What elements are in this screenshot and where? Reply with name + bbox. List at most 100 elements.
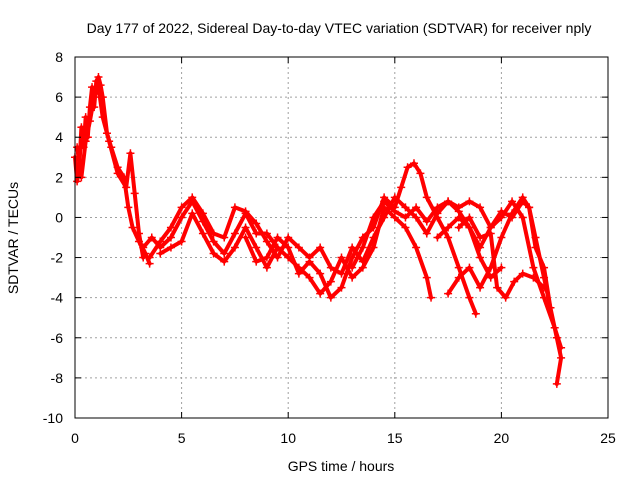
data-point [476, 203, 485, 212]
x-tick-label: 10 [280, 430, 296, 446]
data-point [486, 273, 495, 282]
data-point [348, 273, 357, 282]
data-point [134, 229, 143, 238]
data-point [337, 253, 346, 262]
data-point [147, 233, 156, 242]
data-point [358, 263, 367, 272]
data-point [529, 273, 538, 282]
data-point [337, 283, 346, 292]
data-point [465, 263, 474, 272]
data-point [454, 203, 463, 212]
y-tick-label: -2 [51, 250, 64, 266]
data-point [422, 193, 431, 202]
data-point [397, 183, 406, 192]
x-tick-label: 25 [600, 430, 616, 446]
data-point [497, 263, 506, 272]
data-point [444, 197, 453, 206]
y-tick-label: 8 [55, 49, 63, 65]
data-point [518, 213, 527, 222]
data-point [188, 193, 197, 202]
x-axis-title: GPS time / hours [288, 458, 395, 474]
data-point [252, 229, 261, 238]
data-point [433, 233, 442, 242]
series-line [446, 195, 553, 310]
data-point [369, 213, 378, 222]
data-point [94, 83, 103, 92]
y-tick-label: -8 [51, 370, 64, 386]
data-point [444, 233, 453, 242]
series-arc-2 [73, 83, 148, 262]
data-point [230, 203, 239, 212]
data-point [241, 223, 250, 232]
data-point [166, 233, 175, 242]
data-point [252, 257, 261, 266]
data-point [273, 253, 282, 262]
series-line [243, 161, 478, 316]
data-point [305, 273, 314, 282]
axis-ticks [74, 56, 609, 419]
data-point [230, 229, 239, 238]
data-series [71, 73, 566, 388]
data-point [486, 229, 495, 238]
data-point [252, 243, 261, 252]
data-point [166, 243, 175, 252]
data-point [81, 137, 90, 146]
data-point [241, 233, 250, 242]
data-point [198, 229, 207, 238]
data-point [94, 73, 103, 82]
data-point [209, 249, 218, 258]
data-point [476, 233, 485, 242]
data-point [409, 159, 418, 168]
data-point [73, 177, 82, 186]
data-point [77, 123, 86, 132]
data-point [497, 207, 506, 216]
x-tick-label: 15 [387, 430, 403, 446]
data-point [139, 243, 148, 252]
data-point [348, 263, 357, 272]
y-tick-label: -10 [43, 410, 63, 426]
data-point [188, 209, 197, 218]
data-point [156, 249, 165, 258]
y-axis-title: SDTVAR / TECUs [5, 182, 21, 294]
data-point [476, 283, 485, 292]
y-tick-label: 2 [55, 169, 63, 185]
data-point [403, 163, 412, 172]
series-line [141, 199, 280, 256]
data-point [540, 263, 549, 272]
data-point [284, 233, 293, 242]
data-point [348, 243, 357, 252]
y-tick-label: -6 [51, 330, 64, 346]
data-point [230, 243, 239, 252]
data-point [476, 243, 485, 252]
data-point [126, 149, 135, 158]
data-point [422, 217, 431, 226]
plot-frame [74, 56, 609, 419]
data-point [156, 237, 165, 246]
data-point [401, 203, 410, 212]
data-point [454, 213, 463, 222]
data-point [422, 229, 431, 238]
data-point [113, 169, 122, 178]
data-point [380, 197, 389, 206]
data-point [316, 243, 325, 252]
data-point [273, 233, 282, 242]
data-point [273, 243, 282, 252]
x-tick-label: 0 [71, 430, 79, 446]
data-point [90, 93, 99, 102]
data-point [540, 283, 549, 292]
data-point [284, 243, 293, 252]
data-point [177, 203, 186, 212]
data-point [465, 223, 474, 232]
data-point [454, 263, 463, 272]
data-point [358, 243, 367, 252]
data-point [305, 257, 314, 266]
data-point [422, 273, 431, 282]
data-point [105, 137, 114, 146]
data-point [390, 207, 399, 216]
data-point [552, 379, 561, 388]
data-point [401, 223, 410, 232]
data-point [471, 309, 480, 318]
data-point [465, 197, 474, 206]
data-point [427, 293, 436, 302]
data-point [209, 237, 218, 246]
